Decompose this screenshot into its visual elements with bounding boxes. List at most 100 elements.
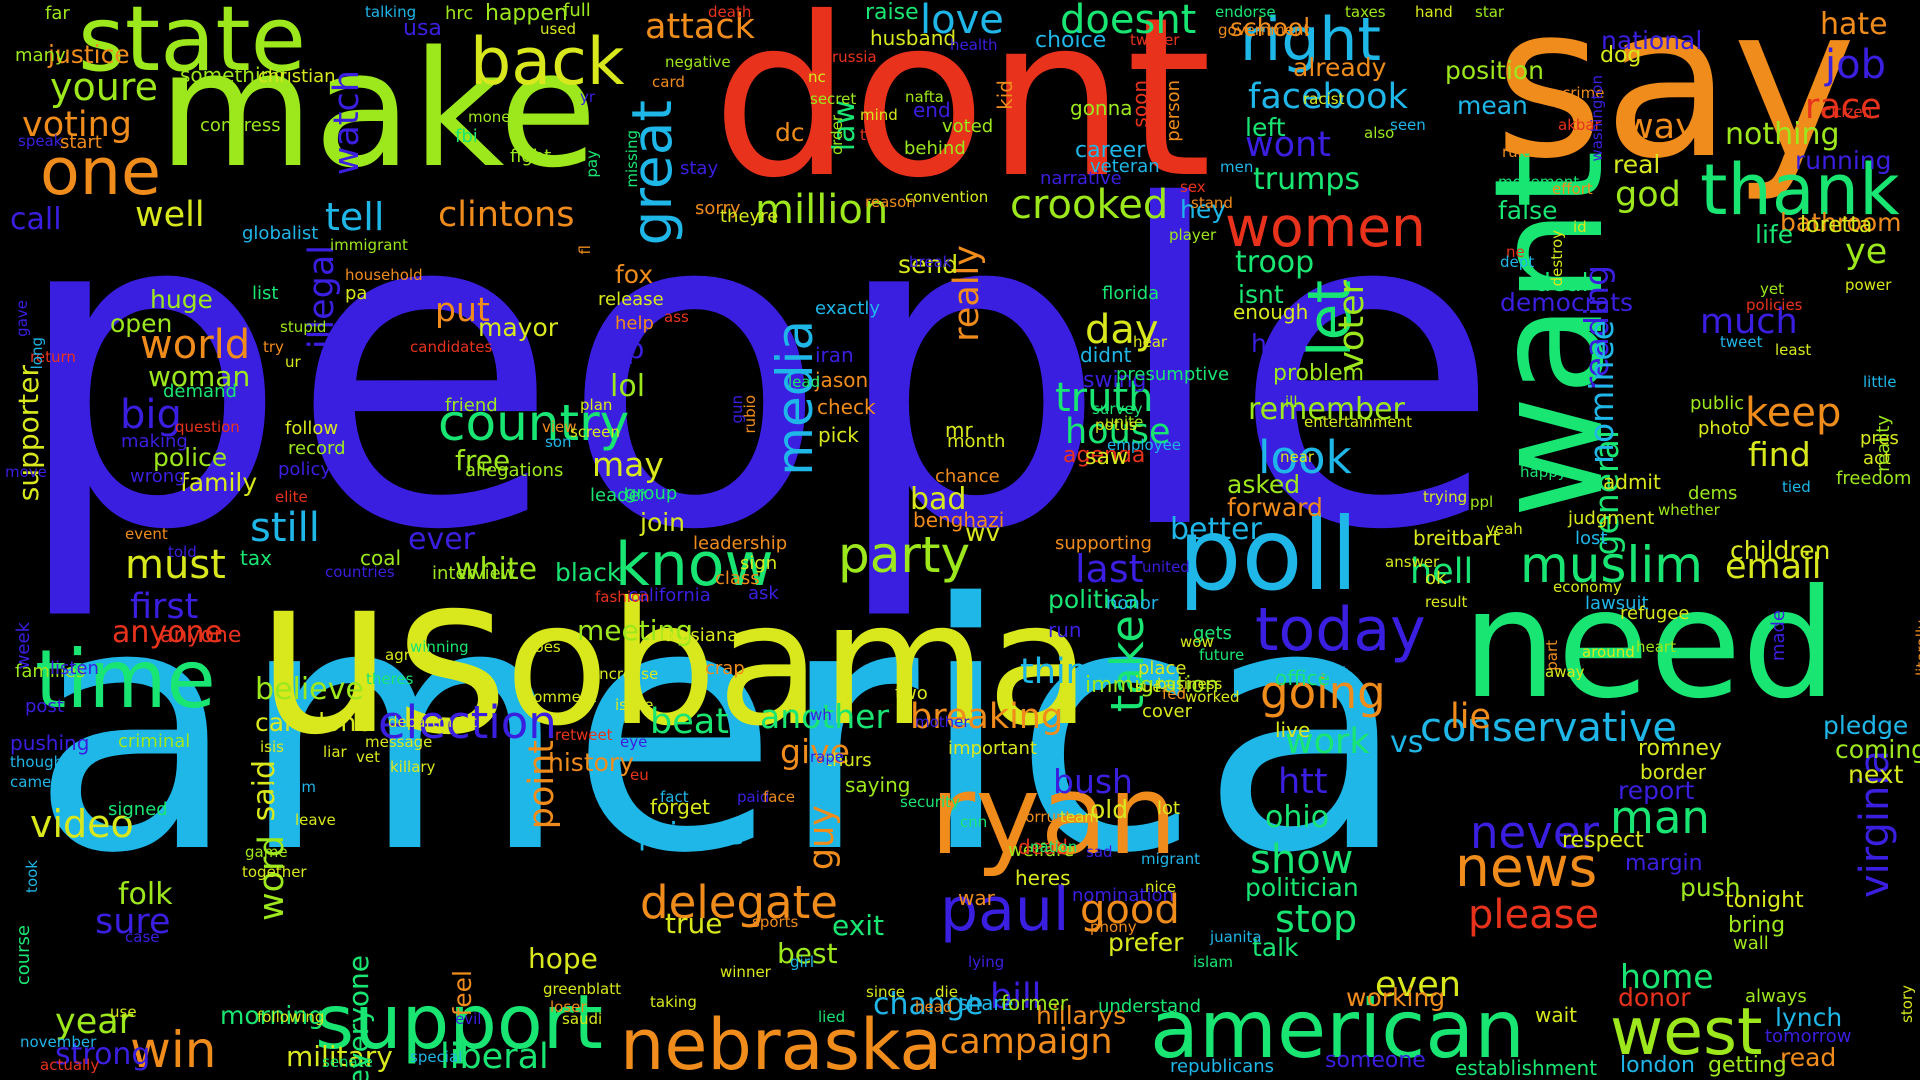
cloud-word: agree [385, 646, 429, 664]
cloud-word: nominee [1582, 320, 1621, 464]
cloud-word: support [315, 978, 603, 1066]
cloud-word: top [860, 126, 885, 144]
cloud-word: since [866, 983, 905, 1001]
cloud-word: immigrant [330, 236, 408, 254]
cloud-word: worked [1185, 688, 1240, 706]
cloud-word: took [23, 860, 41, 893]
cloud-word: immigration [1085, 673, 1219, 698]
cloud-word: asked [1227, 470, 1301, 499]
cloud-word: join [640, 508, 686, 537]
cloud-word: nafta [905, 88, 944, 106]
cloud-word: november [20, 1033, 97, 1051]
cloud-word: head [915, 998, 953, 1016]
cloud-word: last [1075, 547, 1144, 591]
cloud-word: home [1620, 957, 1714, 996]
cloud-word: ye [1845, 232, 1888, 272]
cloud-word: fight [510, 146, 552, 167]
cloud-word: bad [910, 482, 967, 517]
cloud-word: liar [323, 743, 347, 761]
cloud-word: juanita [1210, 928, 1262, 946]
cloud-word: economy [1553, 578, 1622, 596]
cloud-word: caredone [255, 708, 372, 737]
cloud-word: dead [1018, 835, 1068, 859]
cloud-word: jason [815, 368, 869, 392]
cloud-word: facebook [1248, 77, 1408, 117]
cloud-word: mean [1457, 91, 1528, 120]
cloud-word: talking [365, 3, 417, 21]
cloud-word: old [1090, 795, 1129, 824]
cloud-word: crime [1562, 84, 1605, 102]
cloud-word: sex [1180, 178, 1206, 196]
cloud-word: fashion [595, 588, 650, 606]
cloud-word: day [1085, 307, 1159, 353]
cloud-word: ass [664, 308, 689, 326]
cloud-word: photo [1698, 418, 1750, 439]
cloud-word: way [1625, 107, 1696, 147]
cloud-word: post [25, 696, 64, 717]
cloud-word: sad [1086, 843, 1113, 861]
cloud-word: congress [200, 115, 281, 136]
cloud-word: people [10, 114, 1502, 626]
cloud-word: pres [1860, 428, 1899, 449]
cloud-word: happy [1520, 463, 1567, 481]
cloud-word: party [838, 526, 971, 584]
cloud-word: police [153, 443, 228, 472]
cloud-word: yeah [1486, 520, 1523, 538]
cloud-word: missing [623, 130, 641, 188]
cloud-word: end [913, 98, 951, 122]
cloud-word: working [1346, 983, 1446, 1012]
cloud-word: agenda [1063, 443, 1146, 468]
cloud-word: truth [1055, 375, 1154, 421]
cloud-word: voter [1332, 280, 1372, 372]
cloud-word: country [438, 394, 630, 452]
cloud-word: dont [712, 0, 1212, 226]
cloud-word: youre [50, 65, 158, 109]
cloud-word: politician [1245, 873, 1359, 902]
cloud-word: exactly [815, 298, 881, 319]
cloud-word: ill [1285, 393, 1298, 411]
cloud-word: million [755, 187, 889, 233]
cloud-word: saw [1085, 445, 1128, 470]
cloud-word: sports [752, 913, 799, 931]
cloud-word: least [1775, 341, 1812, 359]
cloud-word: saying [845, 773, 911, 797]
cloud-word: month [947, 431, 1006, 452]
cloud-word: louisiana [658, 625, 739, 646]
cloud-word: week [13, 622, 34, 670]
cloud-word: put [435, 290, 490, 329]
cloud-word: countries [325, 563, 395, 581]
cloud-word: power [1845, 276, 1892, 294]
cloud-word: two [895, 683, 928, 704]
cloud-word: know [615, 530, 774, 600]
cloud-word: effort [1552, 180, 1593, 198]
cloud-word: wrong [130, 466, 186, 487]
cloud-word: good [1080, 887, 1180, 933]
cloud-word: wv [965, 518, 1001, 547]
cloud-word: lying [968, 953, 1005, 971]
cloud-word: hey [1180, 195, 1227, 224]
cloud-word: iran [815, 343, 854, 367]
cloud-word: follow [285, 418, 339, 439]
cloud-word: woman [148, 360, 251, 393]
cloud-word: someone [1325, 1048, 1426, 1073]
cloud-word: fact [660, 788, 689, 806]
cloud-word: year [55, 1002, 134, 1042]
cloud-word: stop [1275, 897, 1358, 941]
cloud-word: school [1230, 13, 1311, 42]
cloud-word: move [5, 463, 47, 481]
cloud-word: better [1170, 512, 1262, 547]
cloud-word: used [540, 20, 577, 38]
cloud-word: hrc [445, 3, 474, 24]
cloud-word: attack [645, 7, 755, 47]
cloud-word: free [455, 444, 511, 477]
cloud-word: doesnt [1060, 0, 1197, 43]
cloud-word: try [263, 338, 284, 356]
cloud-word: place [1138, 658, 1187, 679]
cloud-word: leadership [693, 533, 788, 554]
cloud-word: comment [525, 688, 597, 706]
cloud-word: leader [590, 485, 648, 506]
cloud-word: families [15, 661, 86, 682]
cloud-word: benghazi [913, 508, 1005, 532]
cloud-word: share [958, 991, 1014, 1015]
cloud-word: face [763, 788, 795, 806]
